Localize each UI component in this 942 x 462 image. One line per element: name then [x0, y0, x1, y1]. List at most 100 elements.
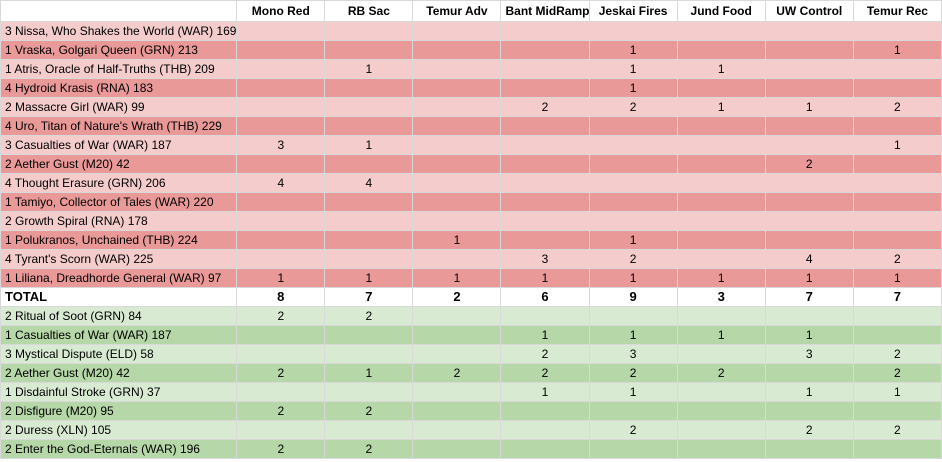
- count-cell[interactable]: [676, 401, 766, 421]
- card-name-cell[interactable]: 4 Hydroid Krasis (RNA) 183: [0, 78, 238, 98]
- count-cell[interactable]: [676, 78, 766, 98]
- card-name-cell[interactable]: 3 Casualties of War (WAR) 187: [0, 135, 238, 155]
- count-cell[interactable]: 1: [588, 59, 678, 79]
- card-name-cell[interactable]: 3 Mystical Dispute (ELD) 58: [0, 344, 238, 364]
- card-name-cell[interactable]: 2 Disfigure (M20) 95: [0, 401, 238, 421]
- count-cell[interactable]: [500, 59, 590, 79]
- count-cell[interactable]: 6: [500, 287, 590, 307]
- count-cell[interactable]: [412, 211, 502, 231]
- count-cell[interactable]: [500, 401, 590, 421]
- count-cell[interactable]: [324, 420, 414, 440]
- count-cell[interactable]: [324, 154, 414, 174]
- count-cell[interactable]: 1: [852, 382, 942, 402]
- count-cell[interactable]: 1: [588, 382, 678, 402]
- count-cell[interactable]: [676, 40, 766, 60]
- count-cell[interactable]: [676, 382, 766, 402]
- count-cell[interactable]: [412, 59, 502, 79]
- column-header[interactable]: Jeskai Fires: [588, 0, 678, 22]
- count-cell[interactable]: [236, 97, 326, 117]
- count-cell[interactable]: 1: [588, 230, 678, 250]
- count-cell[interactable]: [412, 306, 502, 326]
- count-cell[interactable]: [236, 21, 326, 41]
- count-cell[interactable]: [324, 116, 414, 136]
- count-cell[interactable]: [236, 116, 326, 136]
- count-cell[interactable]: 2: [324, 439, 414, 459]
- count-cell[interactable]: 1: [588, 325, 678, 345]
- count-cell[interactable]: 2: [852, 249, 942, 269]
- count-cell[interactable]: [588, 401, 678, 421]
- count-cell[interactable]: [412, 439, 502, 459]
- count-cell[interactable]: [500, 211, 590, 231]
- column-header[interactable]: RB Sac: [324, 0, 414, 22]
- count-cell[interactable]: 2: [764, 420, 854, 440]
- count-cell[interactable]: [500, 439, 590, 459]
- card-name-cell[interactable]: 4 Thought Erasure (GRN) 206: [0, 173, 238, 193]
- count-cell[interactable]: 1: [500, 268, 590, 288]
- count-cell[interactable]: 2: [412, 363, 502, 383]
- count-cell[interactable]: [764, 116, 854, 136]
- count-cell[interactable]: [500, 192, 590, 212]
- card-name-cell[interactable]: 1 Casualties of War (WAR) 187: [0, 325, 238, 345]
- count-cell[interactable]: [852, 154, 942, 174]
- count-cell[interactable]: 1: [588, 40, 678, 60]
- card-name-cell[interactable]: 2 Ritual of Soot (GRN) 84: [0, 306, 238, 326]
- count-cell[interactable]: [236, 382, 326, 402]
- count-cell[interactable]: 2: [852, 420, 942, 440]
- count-cell[interactable]: 1: [412, 230, 502, 250]
- count-cell[interactable]: [324, 325, 414, 345]
- count-cell[interactable]: 1: [676, 59, 766, 79]
- count-cell[interactable]: 2: [764, 154, 854, 174]
- count-cell[interactable]: 2: [236, 306, 326, 326]
- count-cell[interactable]: [324, 230, 414, 250]
- count-cell[interactable]: 1: [236, 268, 326, 288]
- count-cell[interactable]: [588, 116, 678, 136]
- count-cell[interactable]: [500, 40, 590, 60]
- count-cell[interactable]: [764, 306, 854, 326]
- count-cell[interactable]: [764, 40, 854, 60]
- count-cell[interactable]: [852, 173, 942, 193]
- count-cell[interactable]: [324, 192, 414, 212]
- count-cell[interactable]: [852, 230, 942, 250]
- count-cell[interactable]: 1: [324, 59, 414, 79]
- count-cell[interactable]: [676, 211, 766, 231]
- count-cell[interactable]: [588, 21, 678, 41]
- column-header[interactable]: Mono Red: [236, 0, 326, 22]
- count-cell[interactable]: 7: [852, 287, 942, 307]
- count-cell[interactable]: [852, 59, 942, 79]
- count-cell[interactable]: 2: [852, 97, 942, 117]
- count-cell[interactable]: [500, 21, 590, 41]
- count-cell[interactable]: [588, 135, 678, 155]
- count-cell[interactable]: [324, 249, 414, 269]
- count-cell[interactable]: [324, 344, 414, 364]
- count-cell[interactable]: [500, 135, 590, 155]
- column-header[interactable]: Temur Adv: [412, 0, 502, 22]
- count-cell[interactable]: [236, 154, 326, 174]
- count-cell[interactable]: [500, 230, 590, 250]
- count-cell[interactable]: 2: [324, 306, 414, 326]
- count-cell[interactable]: [236, 325, 326, 345]
- count-cell[interactable]: [412, 173, 502, 193]
- count-cell[interactable]: 4: [324, 173, 414, 193]
- count-cell[interactable]: 2: [236, 401, 326, 421]
- count-cell[interactable]: [588, 173, 678, 193]
- card-name-cell[interactable]: 2 Duress (XLN) 105: [0, 420, 238, 440]
- count-cell[interactable]: [588, 306, 678, 326]
- count-cell[interactable]: [852, 192, 942, 212]
- count-cell[interactable]: 1: [676, 268, 766, 288]
- count-cell[interactable]: [764, 439, 854, 459]
- count-cell[interactable]: [676, 116, 766, 136]
- card-name-cell[interactable]: 4 Uro, Titan of Nature's Wrath (THB) 229: [0, 116, 238, 136]
- count-cell[interactable]: 2: [676, 363, 766, 383]
- count-cell[interactable]: [852, 325, 942, 345]
- count-cell[interactable]: [676, 173, 766, 193]
- count-cell[interactable]: [676, 344, 766, 364]
- count-cell[interactable]: 2: [500, 97, 590, 117]
- count-cell[interactable]: [412, 154, 502, 174]
- count-cell[interactable]: 1: [500, 325, 590, 345]
- count-cell[interactable]: [764, 78, 854, 98]
- card-name-cell[interactable]: 4 Tyrant's Scorn (WAR) 225: [0, 249, 238, 269]
- count-cell[interactable]: [236, 420, 326, 440]
- count-cell[interactable]: 1: [764, 97, 854, 117]
- count-cell[interactable]: [852, 306, 942, 326]
- count-cell[interactable]: 3: [764, 344, 854, 364]
